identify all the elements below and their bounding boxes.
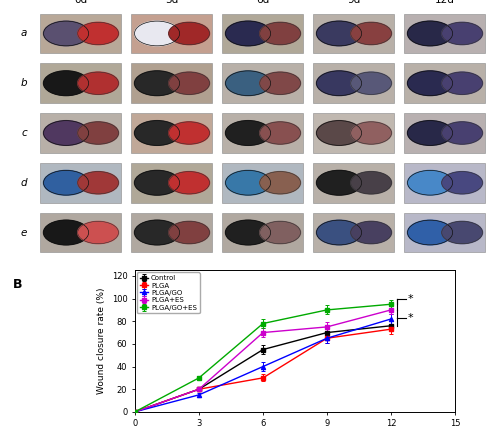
- Circle shape: [408, 71, 453, 96]
- Bar: [404, 113, 484, 153]
- Circle shape: [350, 22, 392, 45]
- Circle shape: [350, 72, 392, 94]
- Circle shape: [226, 21, 270, 46]
- Bar: [222, 14, 302, 53]
- Circle shape: [44, 71, 88, 96]
- Bar: [40, 63, 120, 103]
- Text: 3d: 3d: [165, 0, 178, 5]
- Circle shape: [442, 22, 482, 45]
- Bar: [132, 113, 212, 153]
- Circle shape: [168, 221, 209, 244]
- Circle shape: [408, 21, 453, 46]
- Circle shape: [350, 122, 392, 144]
- Bar: [40, 14, 120, 53]
- Circle shape: [442, 122, 482, 144]
- Text: 9d: 9d: [347, 0, 360, 5]
- Y-axis label: Wound closure rate (%): Wound closure rate (%): [97, 288, 106, 394]
- Circle shape: [442, 221, 482, 244]
- Circle shape: [260, 22, 300, 45]
- Bar: [132, 14, 212, 53]
- Circle shape: [134, 170, 180, 195]
- Circle shape: [78, 22, 118, 45]
- Text: 0d: 0d: [74, 0, 87, 5]
- Circle shape: [316, 71, 362, 96]
- Bar: [404, 213, 484, 252]
- Bar: [314, 113, 394, 153]
- Circle shape: [168, 122, 209, 144]
- Bar: [132, 63, 212, 103]
- Circle shape: [316, 21, 362, 46]
- Circle shape: [316, 170, 362, 195]
- Bar: [404, 63, 484, 103]
- Circle shape: [226, 170, 270, 195]
- Bar: [222, 213, 302, 252]
- Circle shape: [78, 221, 118, 244]
- Circle shape: [168, 22, 209, 45]
- Circle shape: [316, 220, 362, 245]
- Circle shape: [350, 172, 392, 194]
- Circle shape: [134, 220, 180, 245]
- Bar: [132, 163, 212, 202]
- Text: 6d: 6d: [256, 0, 269, 5]
- Circle shape: [78, 122, 118, 144]
- Text: d: d: [21, 178, 28, 188]
- Bar: [222, 163, 302, 202]
- Text: 12d: 12d: [434, 0, 454, 5]
- Circle shape: [442, 72, 482, 94]
- Bar: [314, 63, 394, 103]
- Circle shape: [78, 72, 118, 94]
- Bar: [404, 14, 484, 53]
- Bar: [222, 63, 302, 103]
- Circle shape: [226, 220, 270, 245]
- Bar: [314, 213, 394, 252]
- Text: c: c: [21, 128, 27, 138]
- Circle shape: [168, 172, 209, 194]
- Text: *: *: [408, 293, 414, 304]
- Circle shape: [44, 220, 88, 245]
- Text: *: *: [408, 313, 414, 323]
- Bar: [314, 163, 394, 202]
- Bar: [404, 163, 484, 202]
- Circle shape: [134, 21, 180, 46]
- Circle shape: [408, 170, 453, 195]
- Circle shape: [260, 221, 300, 244]
- Bar: [314, 14, 394, 53]
- Circle shape: [408, 121, 453, 145]
- Circle shape: [260, 122, 300, 144]
- Bar: [40, 213, 120, 252]
- Bar: [222, 113, 302, 153]
- Text: e: e: [21, 227, 28, 238]
- Circle shape: [442, 172, 482, 194]
- Text: a: a: [21, 28, 28, 39]
- Legend: Control, PLGA, PLGA/GO, PLGA+ES, PLGA/GO+ES: Control, PLGA, PLGA/GO, PLGA+ES, PLGA/GO…: [137, 272, 200, 314]
- Circle shape: [350, 221, 392, 244]
- Circle shape: [408, 220, 453, 245]
- Circle shape: [260, 72, 300, 94]
- Circle shape: [44, 121, 88, 145]
- Bar: [132, 213, 212, 252]
- Circle shape: [168, 72, 209, 94]
- Circle shape: [316, 121, 362, 145]
- Circle shape: [134, 71, 180, 96]
- Circle shape: [44, 170, 88, 195]
- Circle shape: [260, 172, 300, 194]
- Bar: [40, 113, 120, 153]
- Circle shape: [44, 21, 88, 46]
- Text: B: B: [12, 278, 22, 291]
- Circle shape: [134, 121, 180, 145]
- Circle shape: [226, 121, 270, 145]
- Bar: [40, 163, 120, 202]
- Circle shape: [78, 172, 118, 194]
- Circle shape: [226, 71, 270, 96]
- Text: b: b: [21, 78, 28, 88]
